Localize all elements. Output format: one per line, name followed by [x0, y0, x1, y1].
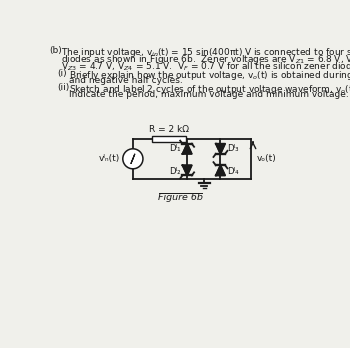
Text: (b): (b) — [49, 46, 62, 55]
Text: The input voltage, v$_{in}$(t) = 15 sin(400πt) V is connected to four silicon ze: The input voltage, v$_{in}$(t) = 15 sin(… — [61, 46, 350, 60]
Text: and negative half cycles.: and negative half cycles. — [69, 77, 182, 85]
Text: Dᴵ₃: Dᴵ₃ — [227, 143, 238, 152]
Text: Indicate the period, maximum voltage and minimum voltage.: Indicate the period, maximum voltage and… — [69, 90, 348, 99]
Text: Sketch and label 2 cycles of the output voltage waveform, v$_o$(t).: Sketch and label 2 cycles of the output … — [69, 83, 350, 96]
Polygon shape — [182, 165, 192, 175]
Text: Dᴵ₂: Dᴵ₂ — [169, 167, 181, 176]
Bar — [152, 136, 186, 142]
Text: vₒ(t): vₒ(t) — [257, 154, 276, 163]
Text: diodes as shown in Figure 6b.  Zener voltages are V$_{Z1}$ = 6.8 V, V$_{Z2}$ = 3: diodes as shown in Figure 6b. Zener volt… — [61, 53, 350, 66]
Text: R = 2 kΩ: R = 2 kΩ — [149, 125, 189, 134]
Text: V$_{Z3}$ = 4.7 V, V$_{Z4}$ = 5.1 V.  V$_F$ = 0.7 V for all the silicon zener dio: V$_{Z3}$ = 4.7 V, V$_{Z4}$ = 5.1 V. V$_F… — [61, 60, 350, 73]
Text: Figure 6b: Figure 6b — [158, 193, 203, 202]
Polygon shape — [182, 144, 192, 154]
Text: (i): (i) — [58, 70, 67, 79]
Polygon shape — [216, 165, 225, 175]
Text: Dᴵ₄: Dᴵ₄ — [227, 167, 238, 176]
Text: (ii): (ii) — [58, 83, 70, 92]
Text: Dᴵ₁: Dᴵ₁ — [169, 143, 181, 152]
Circle shape — [123, 149, 143, 169]
Text: vᴵₙ(t): vᴵₙ(t) — [99, 154, 120, 163]
Polygon shape — [216, 144, 225, 154]
Text: Briefly explain how the output voltage, v$_o$(t) is obtained during the positive: Briefly explain how the output voltage, … — [69, 70, 350, 82]
